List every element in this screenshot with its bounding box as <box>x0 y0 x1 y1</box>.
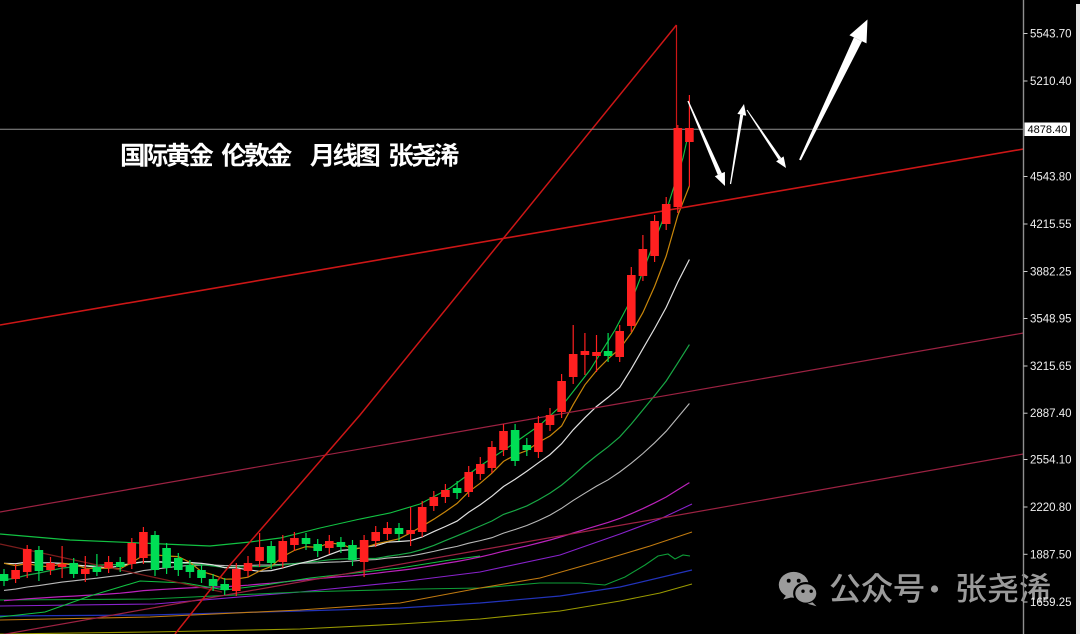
svg-text:3215.65: 3215.65 <box>1030 361 1072 373</box>
svg-text:5543.70: 5543.70 <box>1030 29 1072 41</box>
svg-text:3882.25: 3882.25 <box>1030 267 1072 279</box>
svg-text:4543.80: 4543.80 <box>1030 172 1072 184</box>
svg-text:1659.25: 1659.25 <box>1030 597 1072 609</box>
svg-text:5210.40: 5210.40 <box>1030 76 1072 88</box>
svg-text:2220.80: 2220.80 <box>1030 502 1072 514</box>
svg-text:3548.95: 3548.95 <box>1030 314 1072 326</box>
svg-text:1887.50: 1887.50 <box>1030 549 1072 561</box>
svg-text:4215.55: 4215.55 <box>1030 219 1072 231</box>
svg-text:2887.40: 2887.40 <box>1030 408 1072 420</box>
svg-text:2554.10: 2554.10 <box>1030 455 1072 467</box>
svg-text:4878.40: 4878.40 <box>1028 124 1068 136</box>
